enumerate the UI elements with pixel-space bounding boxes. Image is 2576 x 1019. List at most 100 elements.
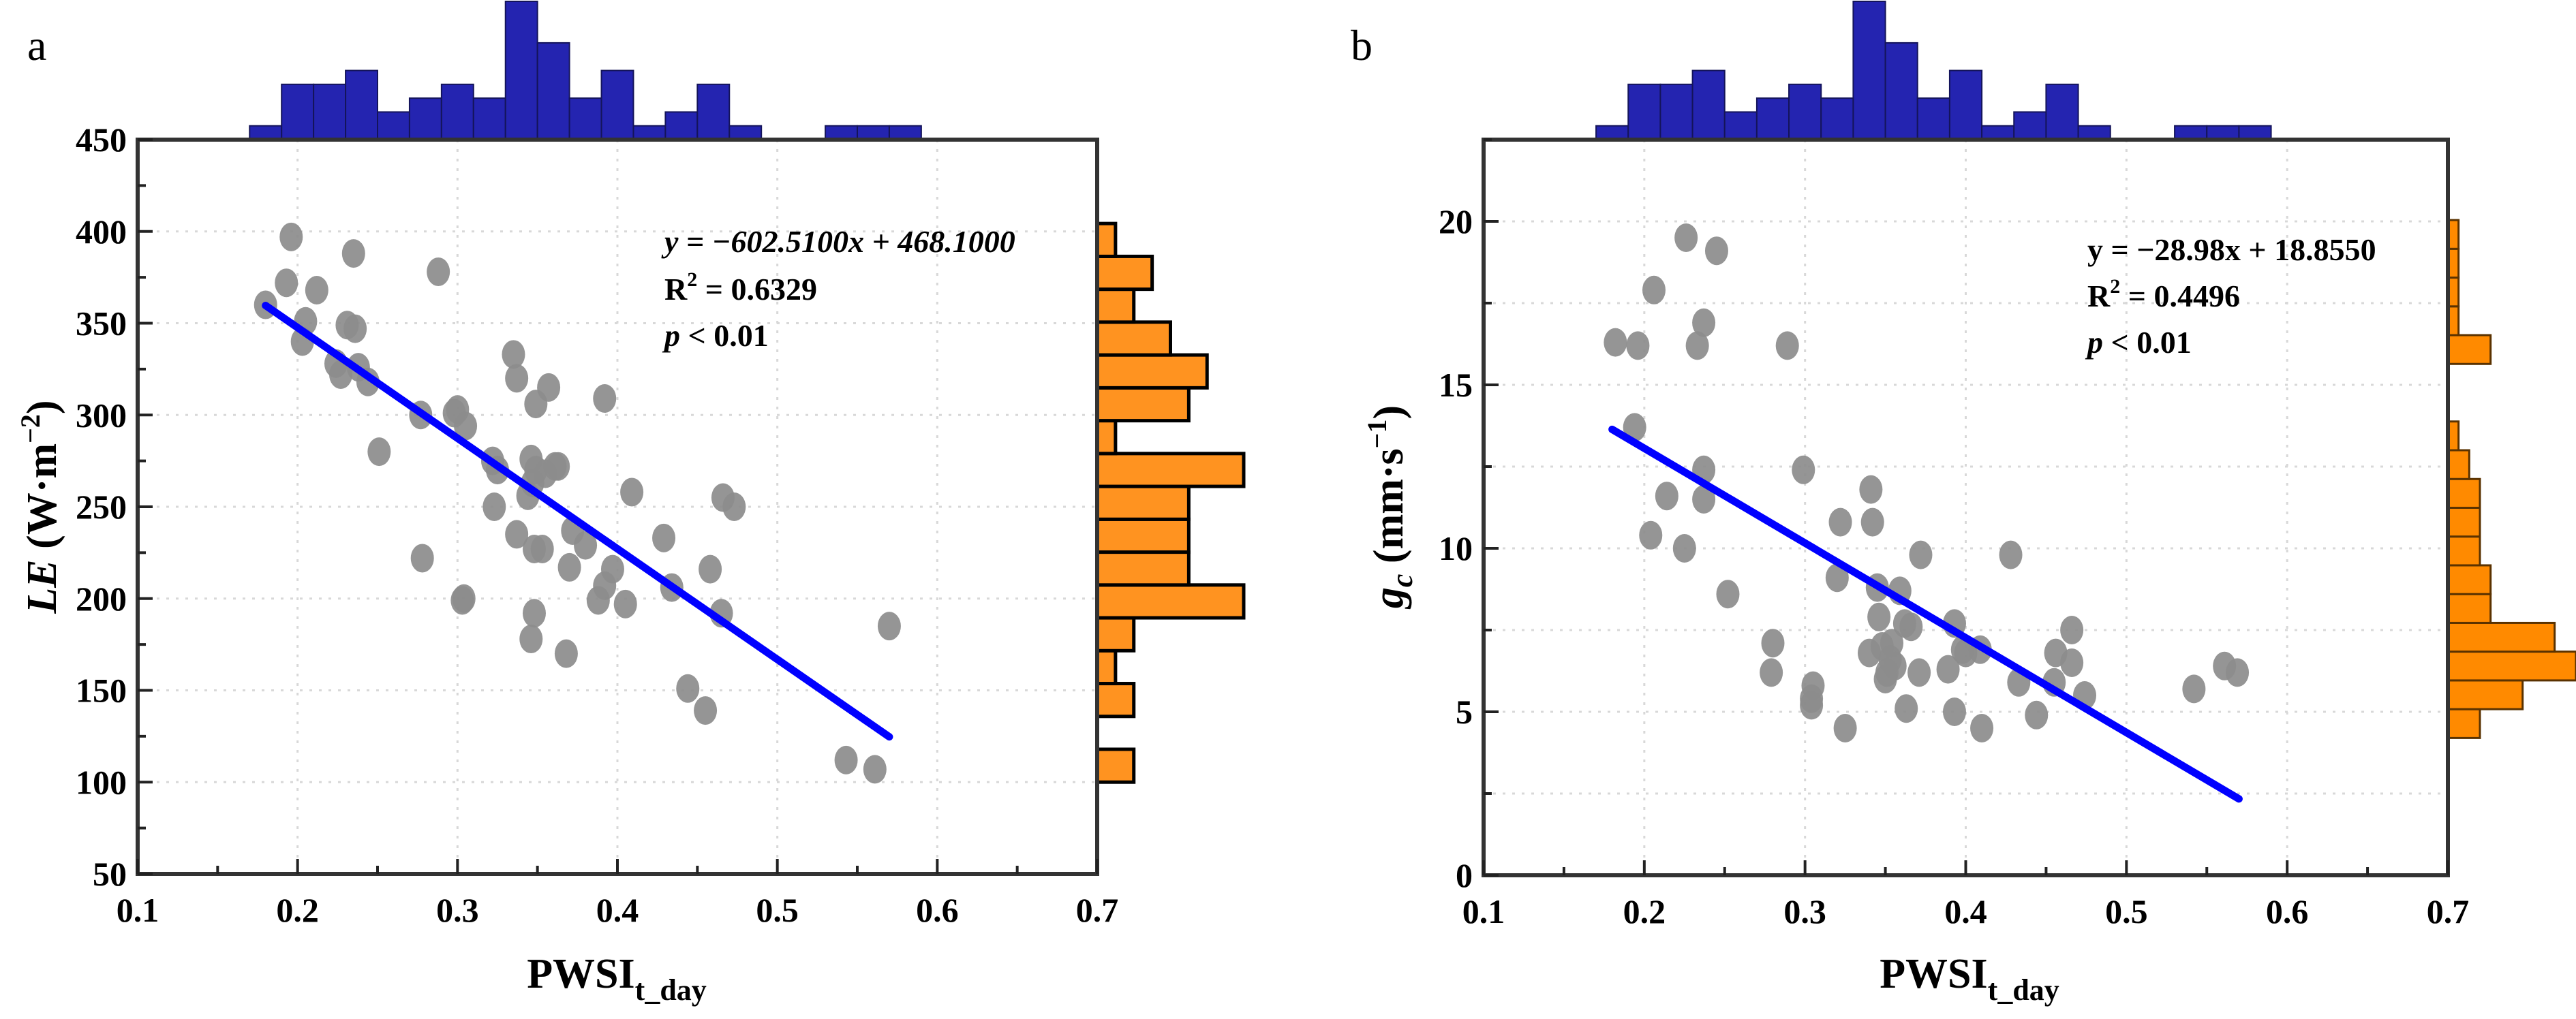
top-histogram-bar [281,83,315,140]
scatter-point [275,268,298,298]
p-label: p < 0.01 [2085,325,2192,360]
panel-a: a 0.1 0.2 0.3 0.4 0.5 0.6 0.7 50 100 150 200 250 30… [15,1,1246,1007]
grid [1484,140,2448,875]
y-axis-title: gc (mm·s−1) [1362,405,1419,610]
scatter-point [343,314,367,343]
scatter-point [482,492,506,521]
x-tick-label: 0.7 [2427,892,2470,930]
top-histogram-bar [888,125,922,140]
right-histogram-bar [1095,419,1118,456]
top-histogram-bar [664,111,699,140]
top-histogram-bar [857,125,890,140]
scatter-point [505,520,529,549]
y-tick-labels: 50 100 150 200 250 300 350 400 450 [76,121,127,893]
scatter-point [1895,694,1918,723]
scatter-point [2060,616,2084,644]
y-tick-label: 300 [76,396,127,434]
fit-line-group [1608,425,2243,803]
scatter-point [1642,275,1666,304]
scatter-point [1775,331,1799,360]
top-histogram-bar [2238,125,2272,140]
top-histogram-bar [1820,97,1854,141]
y-tick-label: 250 [76,488,127,526]
x-tick-label: 0.3 [436,891,479,929]
x-tick-labels: 0.1 0.2 0.3 0.4 0.5 0.6 0.7 [117,891,1119,929]
scatter-point [1674,223,1698,252]
scatter-point [1623,413,1646,442]
top-histogram-bar [632,125,666,140]
scatter-point [613,589,637,618]
scatter-point [1825,563,1849,593]
equation-text: y = −28.98x + 18.8550 [2087,232,2376,267]
x-tick-label: 0.6 [2266,892,2309,930]
r2-value: = 0.4496 [2120,279,2240,313]
right-histogram-bar [1095,550,1191,587]
equation-label: y = −28.98x + 18.8550 [2087,232,2376,267]
y-tick-label: 400 [76,213,127,251]
scatter-point [620,477,644,507]
r2-label: R2 = 0.6329 [664,268,817,307]
top-histogram-bar [729,125,763,140]
right-histogram-bar [1095,287,1136,324]
y-axis-title-sub: c [1385,574,1419,588]
scatter-point [367,437,391,467]
top-histogram-bar [1852,1,1886,140]
top-histogram-bar [1916,97,1950,141]
scatter-point [1867,602,1891,631]
axes [1482,138,2450,877]
scatter-point [699,554,722,584]
right-histogram-bar [2447,334,2492,365]
top-histogram-bar [2013,111,2047,140]
top-histogram-bar [568,97,602,141]
top-histogram-bar [408,97,442,141]
right-histogram-bar [1095,254,1154,292]
x-tick-label: 0.6 [916,891,959,929]
x-tick-label: 0.5 [756,891,799,929]
top-histogram-bar [1981,125,2015,140]
x-axis-title-sub: t_day [635,973,707,1007]
y-tick-label: 200 [76,580,127,618]
scatter-point [1692,308,1716,337]
y-axis-unit-sup: −1 [1362,420,1392,449]
right-histogram-bar [1095,747,1136,784]
scatter-point [1860,507,1884,537]
scatter-point [519,625,543,654]
top-histogram-bar [504,1,538,140]
scatter-point [586,586,610,615]
scatter-point [676,674,700,703]
right-histogram-bar [2447,621,2556,653]
right-histogram-bar [1095,616,1136,653]
right-histogram-bar [1095,517,1191,554]
y-axis-title: LE (W·m−2) [15,400,65,614]
top-histogram-bar [1755,97,1790,141]
r2-value: = 0.6329 [697,272,817,307]
y-tick-label: 10 [1439,529,1473,567]
scatter-points [254,222,901,784]
r2-symbol: R [2087,279,2111,313]
top-histogram-bar [696,83,731,140]
scatter-point [502,340,525,369]
p-symbol: p [2085,325,2103,360]
scatter-point [442,398,466,428]
scatter-point [1873,665,1897,693]
top-histogram-bar [472,97,506,141]
top-histogram-bar [2045,83,2079,140]
top-histogram [1595,1,2272,141]
p-value: < 0.01 [2103,325,2192,360]
scatter-point [524,390,548,419]
y-tick-label: 50 [93,855,127,893]
x-axis-title: PWSIt_day [1880,951,2059,1007]
top-histogram-bar [345,69,379,140]
scatter-point [1685,331,1709,360]
scatter-point [505,364,529,393]
top-histogram-bar [377,111,410,140]
scatter-points [1604,223,2250,742]
scatter-point [534,459,557,488]
p-symbol: p [662,318,680,353]
fit-line [1608,425,2243,803]
scatter-point [1859,475,1883,504]
scatter-point [530,534,554,563]
scatter-point [1833,714,1857,742]
y-axis-unit: (W·m [19,443,65,559]
scatter-point [574,531,598,560]
